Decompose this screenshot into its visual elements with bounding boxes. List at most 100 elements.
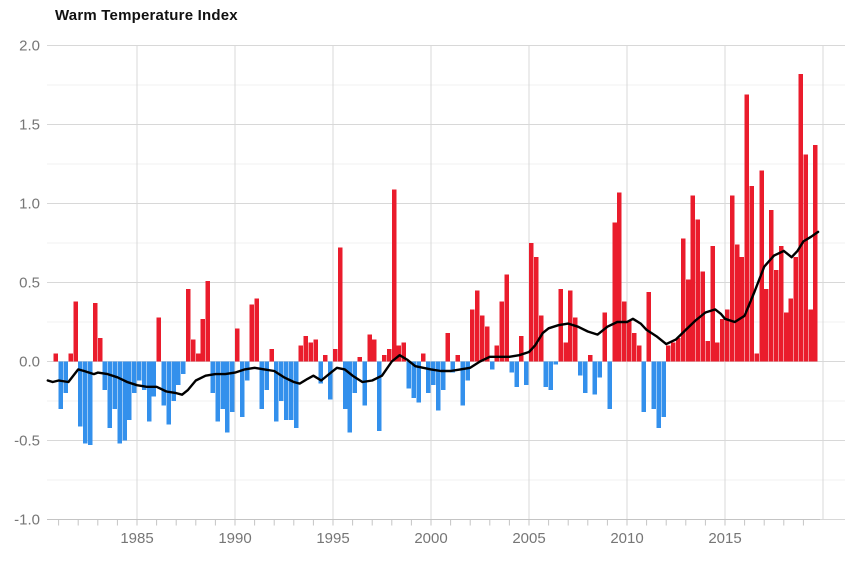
bar-positive[interactable] [705,340,710,362]
bar-positive[interactable] [783,312,789,362]
bar-negative[interactable] [132,361,137,394]
bar-positive[interactable] [298,345,304,362]
bar-positive[interactable] [739,257,745,362]
bar-positive[interactable] [685,279,691,362]
bar-negative[interactable] [548,361,554,390]
bar-positive[interactable] [533,257,539,362]
bar-positive[interactable] [754,353,759,362]
bar-positive[interactable] [303,336,309,362]
bar-negative[interactable] [210,361,216,394]
bar-positive[interactable] [92,303,98,362]
bar-negative[interactable] [244,361,250,381]
bar-positive[interactable] [636,345,642,362]
bar-positive[interactable] [53,353,59,362]
bar-positive[interactable] [538,315,544,362]
bar-positive[interactable] [764,288,769,362]
bar-negative[interactable] [426,361,431,394]
bar-negative[interactable] [416,361,421,403]
bar-negative[interactable] [117,361,122,444]
bar-negative[interactable] [543,361,549,387]
bar-positive[interactable] [269,348,274,362]
bar-positive[interactable] [367,334,372,362]
bar-negative[interactable] [141,361,147,390]
bar-positive[interactable] [749,186,755,362]
bar-positive[interactable] [793,257,799,362]
bar-positive[interactable] [813,145,818,362]
bar-negative[interactable] [146,361,152,422]
bar-negative[interactable] [176,361,181,386]
bar-negative[interactable] [264,361,269,390]
bar-positive[interactable] [700,271,706,362]
bar-negative[interactable] [318,361,323,384]
bar-positive[interactable] [587,355,593,362]
bar-positive[interactable] [401,342,407,362]
bar-positive[interactable] [455,355,461,362]
bar-positive[interactable] [357,356,363,362]
bar-negative[interactable] [230,361,235,413]
bar-negative[interactable] [347,361,353,433]
bar-negative[interactable] [259,361,265,409]
bar-negative[interactable] [578,361,583,376]
bar-negative[interactable] [440,361,446,390]
bar-negative[interactable] [465,361,470,381]
bar-positive[interactable] [504,274,510,362]
bar-negative[interactable] [661,361,666,417]
bar-negative[interactable] [411,361,416,398]
bar-positive[interactable] [480,315,485,362]
bar-positive[interactable] [744,94,750,362]
bar-positive[interactable] [396,345,402,362]
bar-negative[interactable] [597,361,603,378]
bar-negative[interactable] [239,361,245,417]
bar-positive[interactable] [725,309,730,362]
bar-positive[interactable] [715,342,720,362]
bar-positive[interactable] [254,298,260,362]
bar-positive[interactable] [798,73,804,362]
bar-positive[interactable] [769,209,774,362]
bar-positive[interactable] [484,326,490,362]
bar-positive[interactable] [563,342,568,362]
bar-positive[interactable] [729,195,735,362]
bar-negative[interactable] [107,361,113,428]
bar-positive[interactable] [445,333,451,362]
bar-negative[interactable] [78,361,83,427]
bar-positive[interactable] [421,353,426,362]
bar-positive[interactable] [612,222,617,362]
bar-positive[interactable] [671,342,676,362]
bar-positive[interactable] [372,339,377,362]
bar-positive[interactable] [235,328,240,362]
bar-negative[interactable] [460,361,465,406]
bar-negative[interactable] [83,361,88,444]
bar-negative[interactable] [151,361,157,397]
bar-positive[interactable] [195,353,201,362]
bar-positive[interactable] [720,318,725,362]
bar-negative[interactable] [641,361,647,413]
bar-positive[interactable] [470,309,475,362]
bar-negative[interactable] [284,361,289,420]
bar-negative[interactable] [166,361,171,425]
bar-positive[interactable] [666,345,671,362]
bar-negative[interactable] [377,361,382,432]
bar-negative[interactable] [63,361,69,394]
bar-positive[interactable] [323,355,328,362]
bar-positive[interactable] [808,309,813,362]
bar-positive[interactable] [186,288,191,362]
bar-positive[interactable] [646,291,652,362]
bar-positive[interactable] [494,345,500,362]
bar-positive[interactable] [337,247,343,362]
bar-positive[interactable] [519,336,524,362]
bar-positive[interactable] [200,318,206,362]
bar-positive[interactable] [156,317,162,362]
bar-positive[interactable] [573,317,578,362]
bar-positive[interactable] [97,337,103,362]
bar-negative[interactable] [431,361,436,386]
bar-positive[interactable] [391,189,397,362]
bar-negative[interactable] [328,361,333,400]
bar-negative[interactable] [288,361,294,420]
bar-negative[interactable] [342,361,348,409]
bar-negative[interactable] [607,361,612,409]
bar-positive[interactable] [774,269,779,362]
bar-negative[interactable] [112,361,118,409]
bar-positive[interactable] [627,320,632,362]
bar-negative[interactable] [592,361,598,395]
bar-positive[interactable] [622,301,627,362]
